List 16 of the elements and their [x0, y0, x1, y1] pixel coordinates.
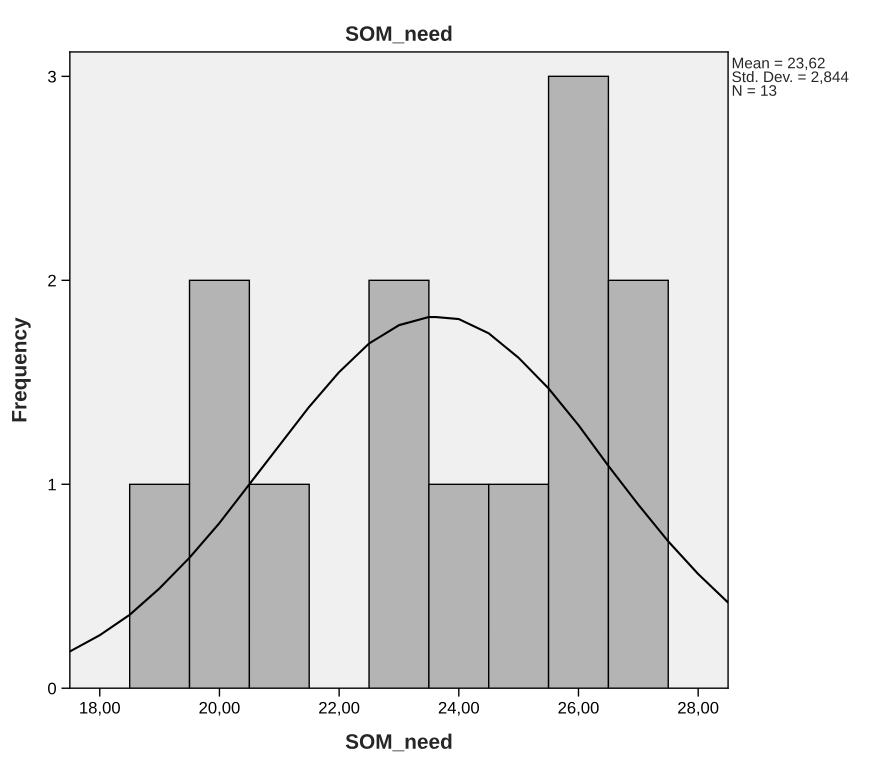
text: Std. Dev. = 2,844: [732, 70, 848, 84]
text: N = 13: [732, 85, 776, 96]
x-tick-label: 22,00: [319, 702, 360, 716]
y-axis-title: Frequency: [12, 317, 31, 422]
y-tick-label: 1: [48, 478, 56, 490]
x-tick-label: 18,00: [80, 702, 120, 716]
chart-title: SOM_need: [346, 26, 452, 44]
x-tick-label: 20,00: [199, 702, 240, 716]
x-tick-label: 24,00: [438, 702, 480, 716]
y-tick-label: 0: [48, 682, 56, 694]
y-tick-label: 2: [48, 274, 56, 286]
x-axis-title: SOM_need: [346, 734, 452, 752]
x-tick-label: 28,00: [678, 702, 718, 716]
y-tick-label: 3: [48, 70, 56, 83]
x-tick-label: 26,00: [558, 702, 599, 716]
text: Mean = 23,62: [732, 58, 825, 70]
